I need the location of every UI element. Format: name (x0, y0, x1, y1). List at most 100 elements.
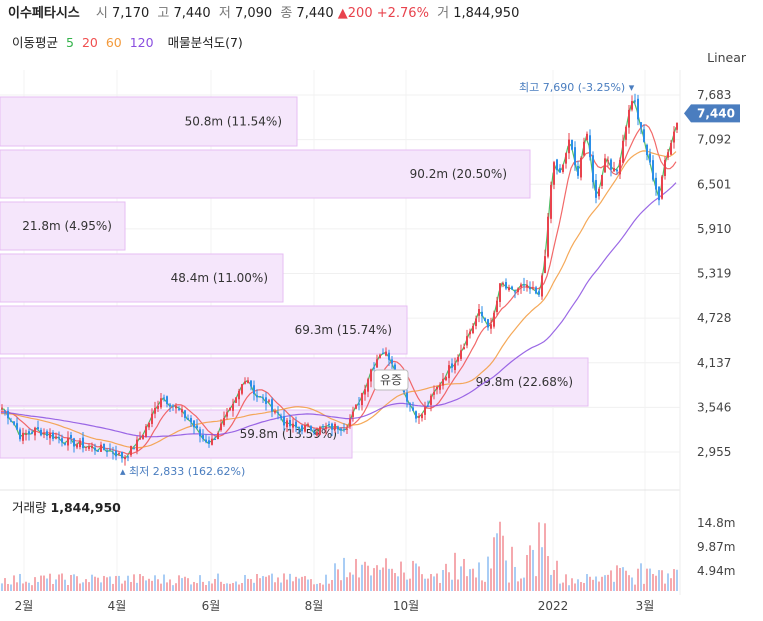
candle-body (25, 433, 27, 435)
candle-body (382, 352, 384, 354)
candle-body (643, 129, 645, 142)
candle-body (49, 433, 51, 439)
volume-bar (322, 584, 324, 591)
open-label: 시 (95, 6, 108, 21)
candle-body (403, 389, 405, 393)
volume-bar (49, 573, 51, 591)
volume-profile-bar (0, 201, 126, 251)
candle-body (298, 426, 300, 429)
volume-bar (448, 572, 450, 591)
candle-body (472, 325, 474, 334)
volume-bar (115, 575, 117, 591)
candle-body (478, 309, 480, 316)
y-tick-label: 7,092 (697, 133, 731, 147)
volume-bar (37, 581, 39, 591)
candle-body (304, 424, 306, 432)
volume-bar (526, 554, 528, 591)
candle-body (31, 432, 33, 434)
volume-bar (517, 581, 519, 591)
candle-body (22, 432, 24, 441)
volume-bar (556, 560, 558, 591)
candle-body (487, 319, 489, 328)
volume-profile-bar (0, 149, 531, 199)
candle-body (469, 331, 471, 335)
volume-bar (52, 583, 54, 591)
candle-body (187, 418, 189, 420)
candle-body (157, 405, 159, 409)
volume-bar (226, 583, 228, 591)
candle-body (484, 318, 486, 321)
volume-bar (667, 573, 669, 591)
volume-bar (118, 575, 120, 591)
candle-body (280, 415, 282, 419)
candle-body (94, 447, 96, 451)
candle-body (217, 433, 219, 440)
stock-name[interactable]: 이수페타시스 (8, 6, 80, 21)
volume-bar (136, 582, 138, 591)
candle-body (454, 363, 456, 371)
scale-toggle[interactable]: Linear (707, 50, 746, 65)
candle-body (475, 318, 477, 327)
candle-body (244, 381, 246, 384)
candle-body (370, 369, 372, 382)
volume-bar (508, 582, 510, 591)
candle-body (637, 98, 639, 120)
candle-body (331, 423, 333, 430)
candle-body (391, 359, 393, 364)
event-marker-label: 유증 (380, 373, 402, 387)
volume-bar (67, 585, 69, 591)
candle-body (631, 101, 633, 110)
volume-bar (187, 578, 189, 591)
candle-body (208, 440, 210, 444)
candle-body (562, 164, 564, 172)
volume-bar (145, 580, 147, 591)
volume-bar (658, 570, 660, 591)
x-tick-label: 2월 (15, 599, 34, 613)
candle-body (268, 400, 270, 402)
candle-body (286, 420, 288, 428)
volume-bar (388, 568, 390, 591)
candle-body (604, 158, 606, 173)
candle-body (223, 417, 225, 426)
volume-bar (352, 574, 354, 591)
volume-bar (496, 533, 498, 591)
volume-bar (466, 576, 468, 591)
volume-tick-label: 14.8m (697, 516, 735, 530)
candle-body (502, 283, 504, 285)
y-tick-label: 3,546 (697, 400, 731, 414)
volume-bar (550, 574, 552, 591)
volume-bar (424, 578, 426, 591)
candle-body (142, 434, 144, 439)
volume-bar (640, 563, 642, 591)
candle-body (202, 435, 204, 439)
volume-bar (673, 569, 675, 591)
candle-body (211, 438, 213, 445)
volume-bar (247, 578, 249, 591)
ma-legend[interactable]: 이동평균 5 20 60 120 매물분석도(7) (12, 32, 247, 51)
volume-bar (637, 568, 639, 591)
candle-body (334, 423, 336, 430)
candle-body (313, 431, 315, 433)
low-label: 저 (218, 6, 231, 21)
volume-tick-label: 4.94m (697, 564, 735, 578)
candle-body (451, 363, 453, 368)
candle-body (583, 141, 585, 156)
volume-bar (349, 572, 351, 591)
volume-bar (523, 577, 525, 591)
candle-body (655, 177, 657, 190)
volume-bar (412, 560, 414, 591)
volume-bar (370, 575, 372, 591)
volume-bar (367, 565, 369, 591)
candle-body (307, 424, 309, 426)
volume-bar (121, 583, 123, 591)
candle-body (241, 384, 243, 394)
candle-body (496, 300, 498, 313)
volume-bar (91, 574, 93, 591)
candle-body (463, 347, 465, 350)
candle-body (133, 448, 135, 450)
candle-body (592, 155, 594, 183)
candle-body (112, 452, 114, 454)
candle-body (598, 188, 600, 197)
volume-bar (280, 582, 282, 591)
